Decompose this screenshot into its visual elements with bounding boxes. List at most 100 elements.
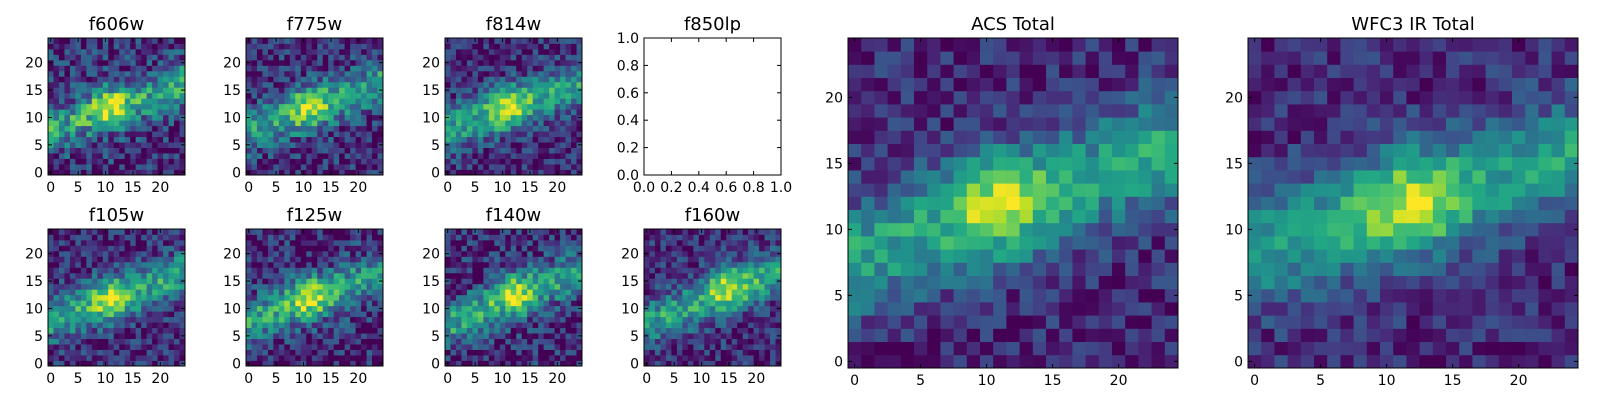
heatmap-cell: [731, 327, 738, 334]
heatmap-cell: [86, 360, 93, 367]
heatmap-cell: [510, 349, 517, 356]
x-tick-label: 10: [494, 180, 512, 196]
heatmap-cell: [267, 76, 274, 83]
y-tick-label: 0: [232, 165, 241, 181]
heatmap-cell: [300, 239, 307, 246]
heatmap-cell: [91, 283, 98, 290]
heatmap-cell: [262, 338, 269, 345]
heatmap-cell: [124, 261, 131, 268]
heatmap-cell: [753, 322, 760, 329]
heatmap-cell: [97, 169, 104, 176]
heatmap-cell: [665, 272, 672, 279]
heatmap-cell: [306, 147, 313, 154]
heatmap-cell: [333, 322, 340, 329]
heatmap-cell: [311, 355, 318, 361]
heatmap-cell: [499, 136, 506, 143]
heatmap-cell: [538, 54, 545, 61]
heatmap-cell: [554, 87, 561, 94]
heatmap-cell: [527, 322, 534, 329]
heatmap-cell: [53, 131, 60, 138]
heatmap-cell: [455, 76, 462, 83]
heatmap-cell: [262, 38, 269, 44]
heatmap-cell: [284, 333, 291, 339]
heatmap-cell: [483, 239, 490, 246]
heatmap-cell: [69, 283, 76, 290]
heatmap-cell: [97, 65, 104, 72]
heatmap-cell: [361, 169, 367, 176]
heatmap-cell: [372, 131, 378, 138]
heatmap-cell: [284, 283, 291, 290]
heatmap-cell: [295, 59, 302, 66]
heatmap-cell: [262, 355, 269, 361]
heatmap-cell: [163, 316, 169, 323]
heatmap-cell: [576, 125, 583, 132]
heatmap-cell: [163, 267, 169, 274]
heatmap-cell: [317, 229, 324, 235]
heatmap-cell: [163, 59, 169, 66]
heatmap-cell: [682, 239, 689, 246]
heatmap-cell: [344, 289, 351, 296]
heatmap-cell: [163, 125, 169, 132]
heatmap-cell: [284, 360, 291, 367]
heatmap-cell: [516, 261, 523, 268]
heatmap-cell: [861, 196, 875, 210]
heatmap-cell: [339, 65, 346, 72]
heatmap-cell: [53, 234, 60, 241]
heatmap-cell: [333, 103, 340, 110]
heatmap-cell: [521, 327, 528, 334]
heatmap-cell: [306, 92, 313, 99]
heatmap-cell: [350, 267, 356, 274]
heatmap-cell: [366, 38, 373, 44]
heatmap-cell: [505, 234, 512, 241]
heatmap-cell: [698, 355, 705, 361]
heatmap-cell: [350, 349, 356, 356]
heatmap-cell: [698, 344, 705, 350]
heatmap-cell: [97, 267, 104, 274]
heatmap-cell: [344, 169, 351, 176]
heatmap-cell: [328, 87, 335, 94]
heatmap-cell: [538, 164, 545, 170]
heatmap-cell: [295, 283, 302, 290]
heatmap-cell: [267, 131, 274, 138]
heatmap-cell: [1098, 222, 1113, 237]
heatmap-cell: [565, 103, 572, 110]
heatmap-cell: [306, 38, 313, 44]
heatmap-cell: [554, 355, 561, 361]
heatmap-cell: [753, 305, 760, 312]
heatmap-cell: [273, 76, 280, 83]
heatmap-cell: [322, 114, 329, 121]
heatmap-cell: [494, 289, 501, 296]
heatmap-cell: [366, 131, 373, 138]
heatmap-cell: [97, 120, 104, 127]
heatmap-cell: [306, 278, 313, 285]
heatmap-cell: [350, 311, 356, 318]
heatmap-cell: [649, 283, 656, 290]
heatmap-cell: [119, 109, 126, 116]
heatmap-cell: [554, 98, 561, 105]
heatmap-cell: [344, 229, 351, 235]
heatmap-cell: [516, 70, 523, 77]
heatmap-cell: [322, 267, 329, 274]
heatmap-cell: [445, 65, 451, 72]
heatmap-cell: [311, 59, 318, 66]
heatmap-cell: [1112, 354, 1126, 369]
heatmap-cell: [510, 43, 517, 50]
heatmap-cell: [1138, 328, 1152, 342]
heatmap-cell: [682, 360, 689, 367]
heatmap-cell: [146, 43, 153, 50]
heatmap-cell: [748, 355, 754, 361]
heatmap-cell: [97, 256, 104, 263]
heatmap-cell: [289, 333, 296, 339]
heatmap-cell: [532, 43, 539, 50]
heatmap-cell: [322, 92, 329, 99]
heatmap-cell: [163, 305, 169, 312]
heatmap-cell: [278, 48, 285, 55]
heatmap-cell: [108, 289, 115, 296]
heatmap-cell: [927, 209, 941, 224]
heatmap-cell: [174, 349, 180, 356]
heatmap-cell: [742, 316, 749, 323]
heatmap-cell: [521, 59, 528, 66]
heatmap-cell: [350, 98, 356, 105]
heatmap-cell: [256, 278, 263, 285]
heatmap-cell: [350, 147, 356, 154]
